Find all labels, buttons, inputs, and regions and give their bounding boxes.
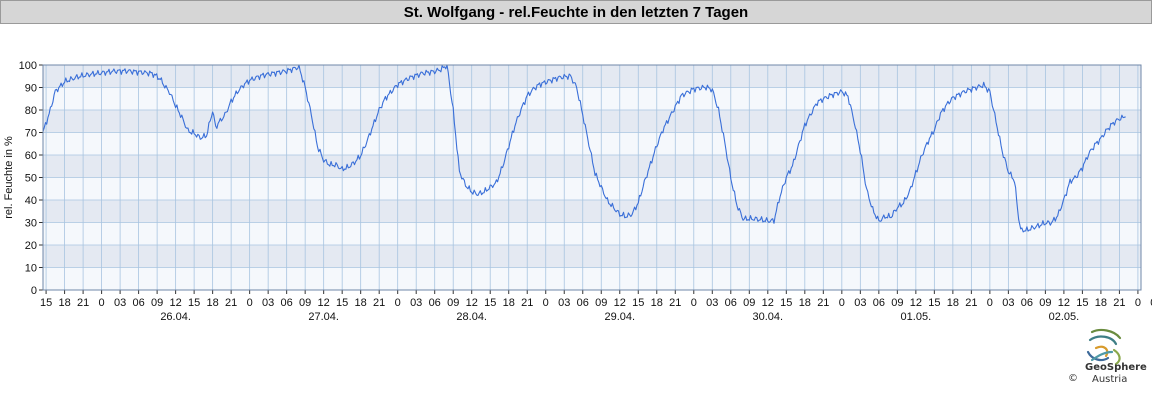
geosphere-logo-icon — [1086, 328, 1122, 366]
x-tick-label: 03 — [558, 297, 570, 309]
y-tick-label: 0 — [31, 285, 37, 297]
date-label: 26.04. — [160, 311, 191, 323]
x-tick-label: 09 — [151, 297, 163, 309]
x-tick-label: 12 — [910, 297, 922, 309]
x-tick-label: 0 — [987, 297, 993, 309]
x-tick-label: 09 — [299, 297, 311, 309]
date-label: 02.05. — [1049, 311, 1080, 323]
plot-band — [43, 177, 1141, 200]
logo-country: Austria — [1092, 374, 1128, 385]
x-tick-label: 15 — [780, 297, 792, 309]
x-tick-label: 15 — [928, 297, 940, 309]
plot-frame — [42, 64, 1142, 291]
x-tick-label: 21 — [669, 297, 681, 309]
x-tick-label: 06 — [577, 297, 589, 309]
x-tick-label: 03 — [1002, 297, 1014, 309]
x-tick-label: 18 — [207, 297, 219, 309]
y-tick-label: 90 — [25, 83, 37, 95]
plot-band — [43, 222, 1141, 245]
x-tick-label: 03 — [114, 297, 126, 309]
x-tick-label: 15 — [336, 297, 348, 309]
x-tick-label: 06 — [1021, 297, 1033, 309]
chart-title: St. Wolfgang - rel.Feuchte in den letzte… — [403, 3, 749, 21]
x-tick-label: 21 — [225, 297, 237, 309]
x-tick-label: 21 — [521, 297, 533, 309]
x-tick-label: 15 — [484, 297, 496, 309]
x-tick-label: 06 — [132, 297, 144, 309]
date-label: 30.04. — [753, 311, 784, 323]
x-tick-label: 12 — [614, 297, 626, 309]
x-tick-label: 15 — [40, 297, 52, 309]
y-tick-label: 100 — [19, 60, 37, 72]
x-tick-label: 21 — [965, 297, 977, 309]
x-tick-label: 0 — [691, 297, 697, 309]
x-tick-label: 15 — [1076, 297, 1088, 309]
x-tick-label: 03 — [854, 297, 866, 309]
x-tick-label: 03 — [410, 297, 422, 309]
x-tick-label: 09 — [743, 297, 755, 309]
x-tick-label: 21 — [373, 297, 385, 309]
x-tick-label: 03 — [1150, 297, 1152, 309]
y-tick-label: 30 — [25, 218, 37, 230]
date-label: 01.05. — [901, 311, 932, 323]
y-tick-label: 60 — [25, 150, 37, 162]
plot-band — [43, 132, 1141, 155]
x-tick-label: 09 — [891, 297, 903, 309]
x-tick-label: 18 — [58, 297, 70, 309]
humidity-series-line — [42, 64, 1126, 233]
y-tick-label: 10 — [25, 263, 37, 275]
x-tick-label: 0 — [1135, 297, 1141, 309]
x-tick-label: 18 — [355, 297, 367, 309]
chart-title-bar: St. Wolfgang - rel.Feuchte in den letzte… — [0, 0, 1152, 24]
y-tick-label: 80 — [25, 105, 37, 117]
plot-band — [43, 200, 1141, 223]
x-tick-label: 18 — [1095, 297, 1107, 309]
logo-name: GeoSphere — [1085, 362, 1147, 373]
x-tick-label: 06 — [873, 297, 885, 309]
x-tick-label: 12 — [1058, 297, 1070, 309]
x-tick-label: 0 — [395, 297, 401, 309]
y-tick-label: 70 — [25, 128, 37, 140]
x-tick-label: 12 — [318, 297, 330, 309]
x-tick-label: 0 — [99, 297, 105, 309]
x-tick-label: 21 — [817, 297, 829, 309]
plot-band — [43, 65, 1141, 88]
x-tick-label: 18 — [651, 297, 663, 309]
plot-band — [43, 110, 1141, 133]
x-tick-label: 15 — [188, 297, 200, 309]
x-tick-label: 06 — [725, 297, 737, 309]
plot-band — [43, 87, 1141, 110]
x-tick-label: 18 — [799, 297, 811, 309]
x-tick-label: 21 — [1113, 297, 1125, 309]
x-tick-label: 06 — [429, 297, 441, 309]
x-tick-label: 09 — [595, 297, 607, 309]
y-tick-label: 20 — [25, 240, 37, 252]
copyright-symbol: © — [1068, 373, 1078, 384]
x-tick-label: 09 — [1039, 297, 1051, 309]
x-tick-label: 12 — [466, 297, 478, 309]
x-tick-label: 12 — [762, 297, 774, 309]
x-tick-label: 18 — [503, 297, 515, 309]
x-tick-label: 18 — [947, 297, 959, 309]
date-label: 28.04. — [456, 311, 487, 323]
plot-band — [43, 245, 1141, 268]
x-tick-label: 09 — [447, 297, 459, 309]
x-tick-label: 0 — [247, 297, 253, 309]
y-axis-label: rel. Feuchte in % — [3, 136, 15, 219]
x-tick-label: 03 — [706, 297, 718, 309]
x-tick-label: 06 — [281, 297, 293, 309]
y-tick-label: 40 — [25, 195, 37, 207]
x-tick-label: 0 — [543, 297, 549, 309]
date-label: 29.04. — [604, 311, 635, 323]
plot-band — [43, 155, 1141, 178]
x-tick-label: 15 — [632, 297, 644, 309]
plot-band — [43, 267, 1141, 290]
x-tick-label: 21 — [77, 297, 89, 309]
date-label: 27.04. — [308, 311, 339, 323]
x-tick-label: 0 — [839, 297, 845, 309]
x-tick-label: 03 — [262, 297, 274, 309]
y-tick-label: 50 — [25, 173, 37, 185]
x-tick-label: 12 — [169, 297, 181, 309]
